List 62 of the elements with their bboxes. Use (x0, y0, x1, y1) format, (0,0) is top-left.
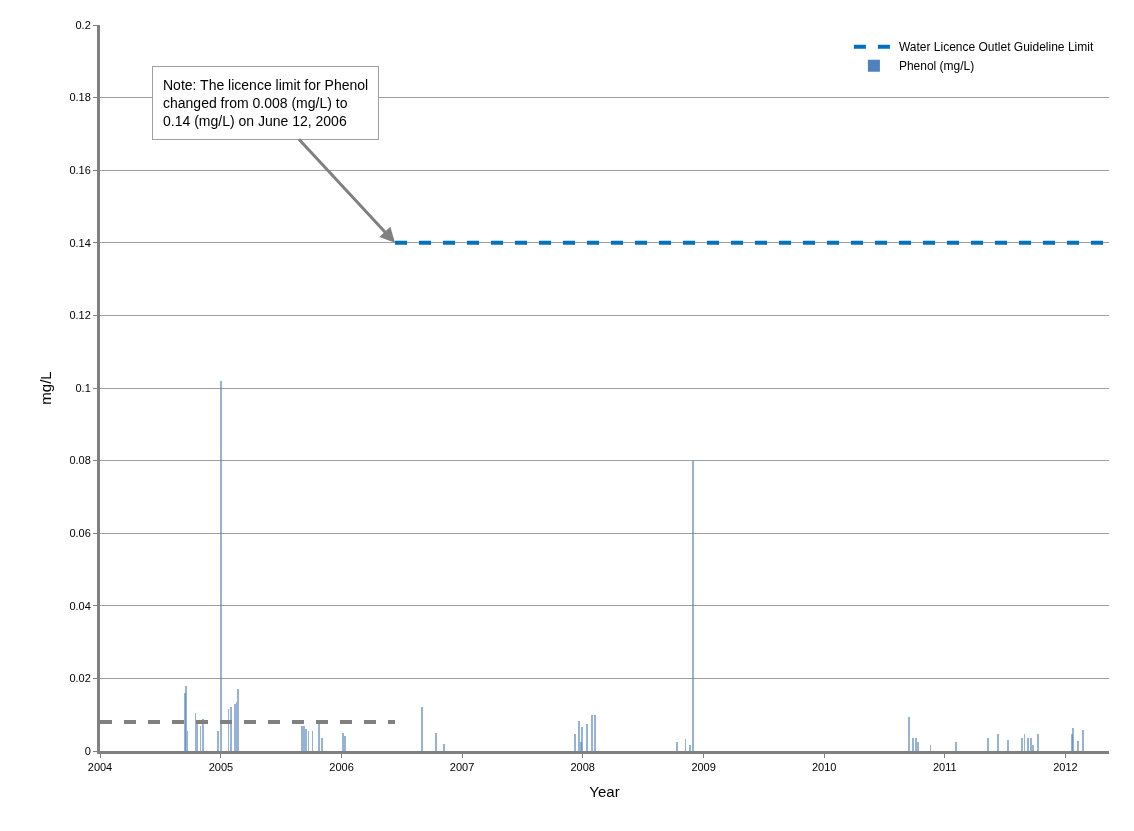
bar (1077, 741, 1079, 751)
legend-label: Phenol (mg/L) (898, 59, 975, 74)
bar (1027, 738, 1029, 751)
bar (318, 722, 320, 751)
x-tick-label: 2006 (329, 761, 354, 774)
y-axis-title: mg/L (36, 371, 54, 405)
bar (321, 738, 323, 751)
bar (586, 724, 588, 751)
x-axis-title: Year (589, 783, 620, 801)
x-tick-label: 2005 (208, 761, 234, 774)
bar (1007, 740, 1009, 751)
bar (987, 738, 989, 751)
bar (908, 717, 910, 751)
bar (955, 742, 957, 751)
bar (443, 744, 445, 751)
bar (1082, 730, 1084, 751)
bar (917, 742, 919, 751)
bar (217, 731, 219, 751)
y-tick-label: 0.08 (69, 454, 91, 467)
y-tick-label: 0.06 (69, 527, 91, 540)
bar (220, 381, 222, 751)
bar (912, 738, 914, 751)
y-tick-label: 0.14 (69, 236, 91, 249)
bar (578, 721, 580, 751)
bar (676, 742, 678, 751)
y-tick-label: 0.16 (69, 164, 91, 177)
x-tick-label: 2011 (932, 761, 957, 774)
bar (692, 461, 694, 751)
bar (591, 715, 593, 751)
bar (1030, 738, 1032, 751)
bar (997, 734, 999, 751)
x-tick-label: 2008 (570, 761, 595, 774)
bar (196, 722, 198, 751)
bar (915, 738, 917, 751)
bar (1021, 738, 1023, 751)
legend-label: Water Licence Outlet Guideline Limit (898, 40, 1094, 55)
y-tick-label: 0.18 (69, 91, 91, 104)
y-tick-label: 0.2 (75, 18, 91, 31)
x-tick-label: 2010 (811, 761, 837, 774)
y-tick-label: 0.12 (69, 309, 91, 322)
x-tick-label: 2007 (449, 761, 475, 774)
x-tick-label: 2012 (1053, 761, 1078, 774)
bar (594, 715, 596, 751)
bar (237, 689, 239, 751)
bar (574, 734, 576, 751)
bar (344, 736, 346, 751)
bar (581, 727, 583, 751)
y-tick-label: 0.1 (75, 381, 91, 394)
bar (185, 686, 187, 751)
bar (342, 733, 344, 751)
x-tick-label: 2004 (87, 761, 113, 774)
bar (1032, 745, 1034, 751)
bar (435, 733, 437, 751)
bar (689, 745, 691, 751)
bar (1037, 734, 1039, 751)
y-tick-label: 0.02 (69, 672, 91, 685)
annotation: Note: The licence limit for Phenol changed from 0.008 (mg/L) to 0.14 (mg/L) on June 12, 2006 (163, 77, 369, 130)
bar (421, 707, 423, 751)
bar (1072, 728, 1074, 751)
y-tick-label: 0.04 (69, 599, 91, 612)
x-tick-label: 2009 (691, 761, 716, 774)
y-tick-label: 0 (84, 744, 91, 757)
